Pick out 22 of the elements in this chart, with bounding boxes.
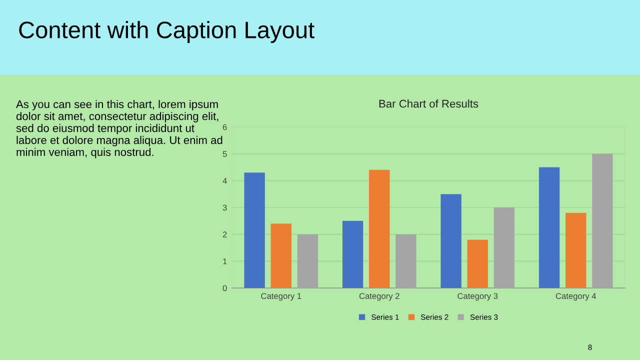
y-tick-label: 3 (222, 204, 227, 211)
bar (244, 172, 265, 288)
y-tick-label: 5 (222, 151, 227, 157)
bar (467, 240, 488, 288)
x-tick-label: Category 1 (261, 293, 302, 301)
x-tick-label: Category 4 (556, 293, 596, 301)
bar (440, 194, 462, 288)
bar (369, 170, 390, 288)
bar (566, 212, 586, 288)
y-tick-label: 6 (222, 124, 227, 130)
x-tick-label: Category 3 (458, 293, 498, 301)
text: As you can see in this chart, lorem ipsum dolor sit amet, consectetur adipiscing elit, sed do eiusmod tempor incididunt ut labore et dolore magna aliqua. Ut enim ad minim veniam, quis nostrud. (16, 100, 222, 158)
bar (270, 224, 292, 288)
bar (538, 167, 560, 288)
bar (342, 220, 364, 288)
y-tick-label: 0 (222, 285, 227, 292)
y-tick-label: 4 (222, 178, 227, 184)
y-tick-label: 1 (223, 258, 227, 264)
x-tick-label: Category 2 (359, 293, 400, 301)
chart-title: Bar Chart of Results (379, 100, 478, 108)
y-tick-label: 2 (222, 232, 227, 238)
text: Content with Caption Layout (19, 20, 314, 44)
